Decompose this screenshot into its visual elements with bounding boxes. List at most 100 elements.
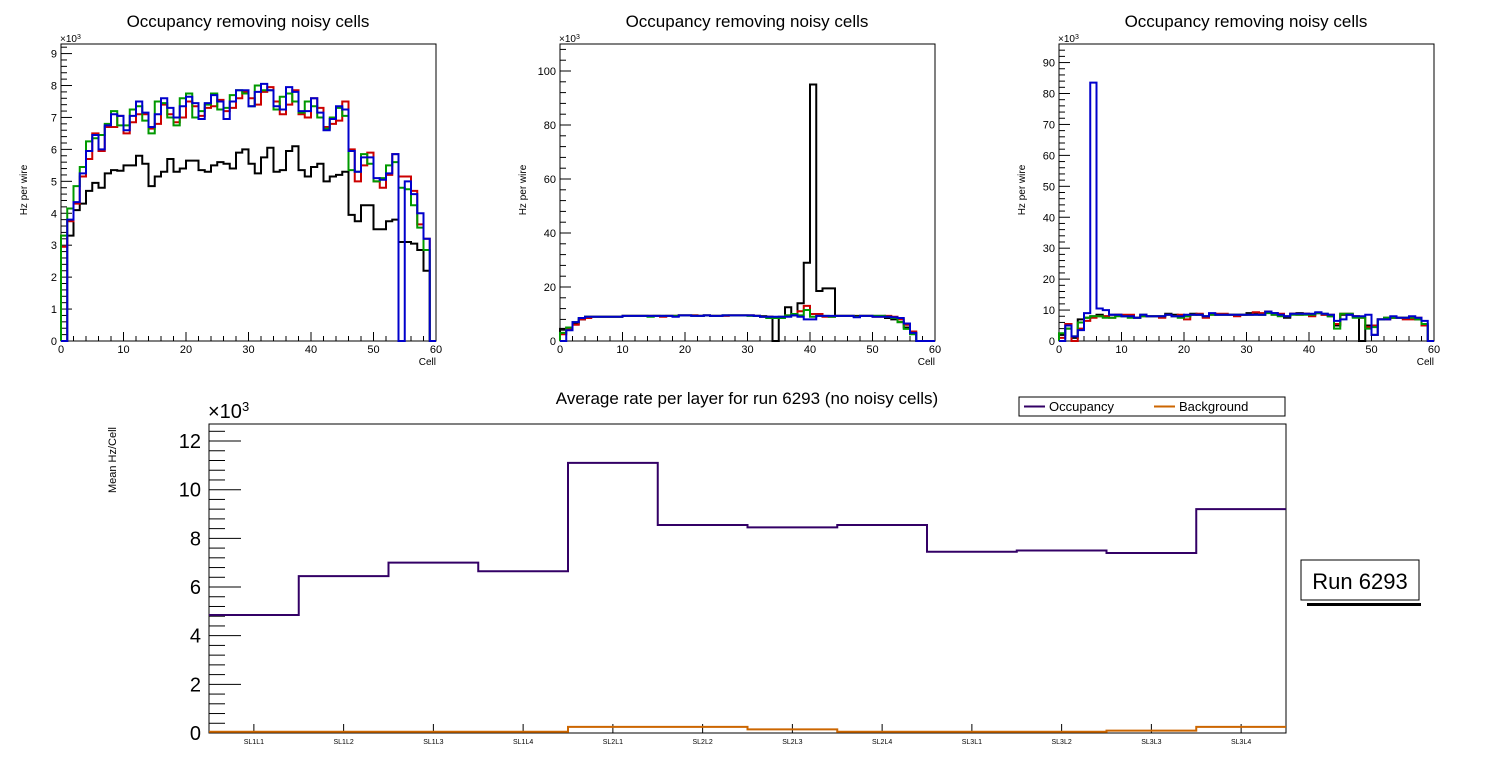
- y-axis-label: Mean Hz/Cell: [107, 427, 119, 493]
- x-tick-label: SL2L3: [782, 739, 802, 746]
- y-tick-label: 5: [51, 176, 57, 188]
- x-tick-label: 0: [58, 344, 64, 356]
- x-axis-label: Cell: [419, 357, 436, 368]
- x-tick-label: SL3L1: [962, 739, 982, 746]
- y-axis-multiplier: ×103: [559, 34, 580, 46]
- x-tick-label: SL2L4: [872, 739, 892, 746]
- x-tick-label: SL1L2: [334, 739, 354, 746]
- x-tick-label: 10: [1115, 344, 1127, 356]
- y-tick-label: 4: [190, 626, 201, 648]
- y-tick-label: 0: [550, 336, 556, 348]
- x-tick-label: SL1L1: [244, 739, 264, 746]
- x-tick-label: 10: [117, 344, 129, 356]
- y-tick-label: 20: [544, 282, 556, 294]
- x-tick-label: SL2L2: [693, 739, 713, 746]
- y-tick-label: 70: [1043, 119, 1055, 131]
- x-tick-label: SL3L4: [1231, 739, 1251, 746]
- plot-frame: [1058, 43, 1435, 342]
- x-tick-label: SL1L3: [423, 739, 443, 746]
- y-tick-label: 6: [51, 144, 57, 156]
- y-tick-label: 60: [544, 174, 556, 186]
- y-tick-label: 10: [179, 480, 201, 502]
- y-tick-label: 12: [179, 431, 201, 453]
- y-axis-multiplier-exponent: 3: [1075, 34, 1079, 41]
- plot-frame: [60, 43, 437, 342]
- series-occupancy-line: [209, 461, 1286, 616]
- x-tick-label: 40: [804, 344, 816, 356]
- chart-panel-1: Occupancy removing noisy cells Hz per wir…: [19, 12, 442, 368]
- y-tick-label: 100: [538, 66, 556, 78]
- y-axis-multiplier-exponent: 3: [77, 34, 81, 41]
- y-tick-label: 50: [1043, 181, 1055, 193]
- run-label: Run 6293: [1312, 569, 1407, 594]
- x-tick-label: SL3L2: [1052, 739, 1072, 746]
- y-axis-label: Hz per wire: [1017, 164, 1028, 215]
- y-axis-label: Hz per wire: [518, 164, 529, 215]
- y-axis-multiplier: ×103: [1058, 34, 1079, 46]
- y-tick-label: 7: [51, 112, 57, 124]
- x-tick-label: 20: [180, 344, 192, 356]
- x-tick-label: 60: [929, 344, 941, 356]
- y-tick-label: 6: [190, 577, 201, 599]
- x-tick-label: 20: [679, 344, 691, 356]
- series-background-line: [209, 725, 1286, 733]
- plot-frame: [208, 423, 1287, 734]
- legend-label-occupancy: Occupancy: [1049, 399, 1115, 414]
- y-axis-multiplier-exponent: 3: [576, 34, 580, 41]
- y-tick-label: 80: [544, 120, 556, 132]
- chart-panel-4: Average rate per layer for run 6293 (no …: [107, 389, 1287, 746]
- y-tick-label: 9: [51, 49, 57, 61]
- chart-title: Occupancy removing noisy cells: [127, 12, 370, 31]
- legend: Occupancy Background: [1018, 396, 1286, 417]
- x-tick-label: 10: [616, 344, 628, 356]
- x-tick-label: 30: [242, 344, 254, 356]
- x-tick-label: 30: [1240, 344, 1252, 356]
- y-tick-label: 60: [1043, 150, 1055, 162]
- x-axis-label: Cell: [1417, 357, 1434, 368]
- chart-panel-3: Occupancy removing noisy cells Hz per wir…: [1017, 12, 1440, 368]
- y-tick-label: 30: [1043, 243, 1055, 255]
- run-annotation: Run 6293: [1300, 559, 1421, 606]
- chart-title: Average rate per layer for run 6293 (no …: [556, 389, 938, 408]
- y-tick-label: 40: [1043, 212, 1055, 224]
- y-tick-label: 90: [1043, 58, 1055, 70]
- y-tick-label: 80: [1043, 89, 1055, 101]
- annotation-shadow: [1307, 603, 1421, 606]
- y-tick-label: 8: [190, 528, 201, 550]
- x-tick-label: 50: [866, 344, 878, 356]
- x-axis-label: Cell: [918, 357, 935, 368]
- legend-box: [1018, 396, 1286, 417]
- y-tick-label: 0: [51, 336, 57, 348]
- x-tick-label: 0: [1056, 344, 1062, 356]
- x-tick-label: 0: [557, 344, 563, 356]
- x-tick-label: 20: [1178, 344, 1190, 356]
- x-tick-label: 50: [367, 344, 379, 356]
- x-tick-label: SL3L3: [1141, 739, 1161, 746]
- y-axis-multiplier: ×103: [208, 399, 249, 424]
- y-tick-label: 4: [51, 208, 57, 220]
- y-axis-label: Hz per wire: [19, 164, 30, 215]
- x-tick-label: SL1L4: [513, 739, 533, 746]
- series-blue-line: [560, 314, 935, 342]
- x-tick-label: 40: [305, 344, 317, 356]
- y-tick-label: 2: [190, 674, 201, 696]
- chart-title: Occupancy removing noisy cells: [626, 12, 869, 31]
- chart-title: Occupancy removing noisy cells: [1125, 12, 1368, 31]
- series-green-line: [60, 84, 436, 342]
- y-tick-label: 0: [1049, 336, 1055, 348]
- series-blue-line: [61, 82, 436, 342]
- y-tick-label: 3: [51, 240, 57, 252]
- y-axis-multiplier-exponent: 3: [242, 399, 249, 414]
- annotation-box: [1300, 559, 1420, 601]
- y-tick-label: 1: [51, 304, 57, 316]
- chart-panel-2: Occupancy removing noisy cells Hz per wir…: [518, 12, 941, 368]
- y-tick-label: 2: [51, 272, 57, 284]
- y-tick-label: 20: [1043, 274, 1055, 286]
- x-tick-label: 60: [1428, 344, 1440, 356]
- y-axis-multiplier: ×103: [60, 34, 81, 46]
- plot-frame: [559, 43, 936, 342]
- x-tick-label: 50: [1365, 344, 1377, 356]
- x-tick-label: SL2L1: [603, 739, 623, 746]
- y-tick-label: 10: [1043, 305, 1055, 317]
